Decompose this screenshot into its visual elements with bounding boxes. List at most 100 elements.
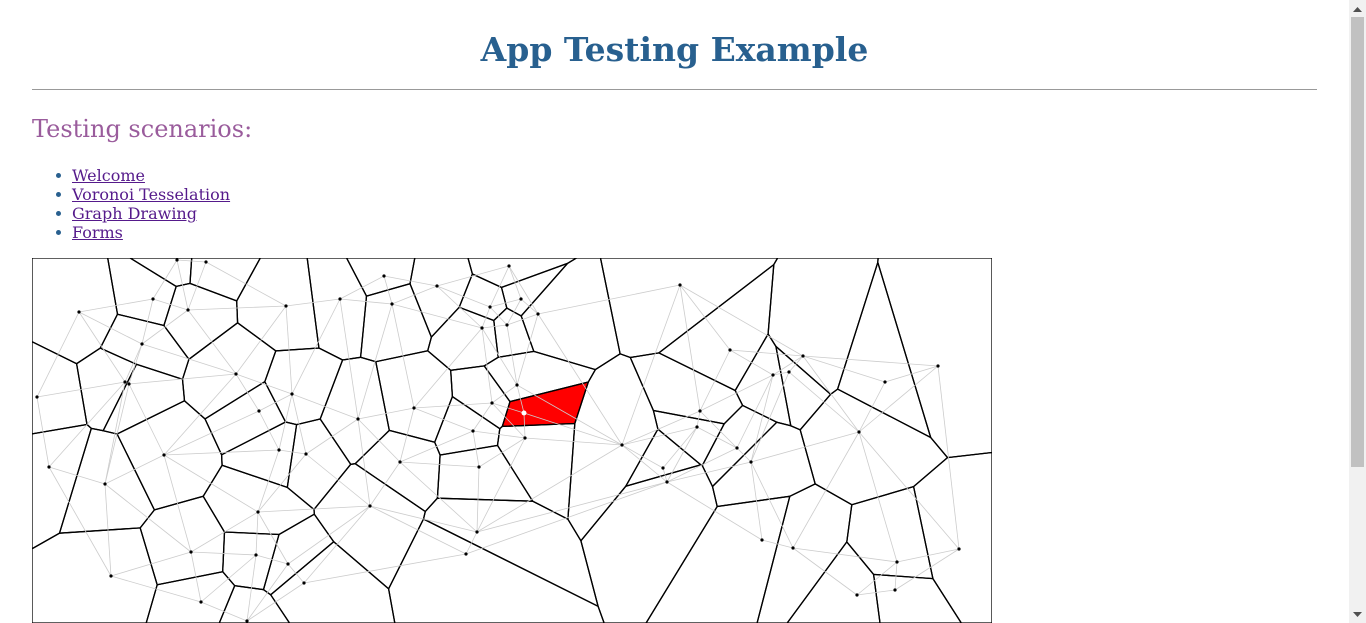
voronoi-cell[interactable] xyxy=(872,573,963,623)
voronoi-cell[interactable] xyxy=(387,518,605,623)
voronoi-site xyxy=(245,619,249,623)
triangulation-link xyxy=(858,431,898,563)
voronoi-site xyxy=(801,354,805,358)
triangulation-link xyxy=(48,381,126,468)
triangulation-link xyxy=(48,466,106,485)
voronoi-site xyxy=(475,530,479,534)
voronoi-site xyxy=(698,409,702,413)
voronoi-cell[interactable] xyxy=(422,497,600,608)
triangulation-link xyxy=(187,305,287,311)
triangulation-link xyxy=(78,311,126,383)
scroll-up-arrow-icon[interactable] xyxy=(1349,0,1366,17)
triangulation-link xyxy=(383,275,393,305)
voronoi-site xyxy=(787,370,791,374)
graph-drawing-link[interactable]: Graph Drawing xyxy=(72,204,197,223)
triangulation-link xyxy=(104,454,165,485)
voronoi-site xyxy=(771,373,775,377)
triangulation-link xyxy=(506,298,522,326)
voronoi-cell[interactable] xyxy=(218,584,291,623)
triangulation-link xyxy=(48,466,112,577)
triangulation-link xyxy=(506,324,518,386)
voronoi-site xyxy=(254,553,258,557)
triangulation-link xyxy=(792,547,858,596)
voronoi-site xyxy=(895,560,899,564)
triangulation-link xyxy=(152,259,178,300)
triangulation-link xyxy=(285,298,341,307)
voronoi-cell[interactable] xyxy=(269,540,396,623)
triangulation-link xyxy=(303,553,467,584)
triangulation-link xyxy=(391,285,438,305)
triangulation-link xyxy=(696,426,738,449)
triangulation-link xyxy=(772,355,804,376)
triangulation-link xyxy=(621,284,681,446)
triangulation-link xyxy=(750,461,763,541)
triangulation-link xyxy=(357,418,371,507)
triangulation-link xyxy=(391,303,483,329)
voronoi-cell[interactable] xyxy=(426,306,499,371)
triangulation-link xyxy=(383,275,438,287)
triangulation-link xyxy=(858,365,939,433)
triangulation-link xyxy=(246,582,305,622)
triangulation-link xyxy=(200,554,257,603)
list-item: Welcome xyxy=(55,166,230,185)
voronoi-cell[interactable] xyxy=(32,527,158,623)
triangulation-link xyxy=(750,371,790,463)
triangulation-link xyxy=(736,447,752,463)
triangulation-link xyxy=(750,431,860,463)
triangulation-link xyxy=(36,311,80,398)
triangulation-link xyxy=(489,298,522,308)
voronoi-site xyxy=(728,348,732,352)
voronoi-site xyxy=(760,538,764,542)
triangulation-link xyxy=(399,430,474,463)
triangulation-link xyxy=(802,355,939,367)
voronoi-site xyxy=(665,480,669,484)
page-title: App Testing Example xyxy=(480,30,869,69)
voronoi-site xyxy=(523,436,527,440)
voronoi-site xyxy=(127,382,131,386)
triangulation-link xyxy=(491,402,525,414)
forms-link[interactable]: Forms xyxy=(72,223,123,242)
scroll-down-arrow-icon[interactable] xyxy=(1349,606,1366,623)
voronoi-site xyxy=(490,401,494,405)
vertical-scrollbar[interactable] xyxy=(1349,0,1366,623)
triangulation-link xyxy=(937,365,960,550)
triangulation-link xyxy=(896,548,960,563)
voronoi-site xyxy=(35,395,39,399)
triangulation-link xyxy=(621,426,698,446)
triangulation-link xyxy=(200,601,248,622)
triangulation-link xyxy=(662,467,668,483)
triangulation-link xyxy=(788,355,804,373)
triangulation-link xyxy=(78,298,154,313)
voronoi-sites xyxy=(35,258,961,623)
triangulation-link xyxy=(729,349,774,376)
triangulation-link xyxy=(413,407,474,432)
triangulation-link xyxy=(491,402,526,439)
triangulation-link xyxy=(339,298,359,420)
welcome-link[interactable]: Welcome xyxy=(72,166,145,185)
title-divider xyxy=(32,89,1317,90)
triangulation-link xyxy=(476,437,526,533)
triangulation-link xyxy=(699,374,774,412)
voronoi-site xyxy=(151,297,155,301)
voronoi-site xyxy=(695,425,699,429)
triangulation-link xyxy=(666,426,698,483)
voronoi-site xyxy=(286,562,290,566)
voronoi-site xyxy=(356,417,360,421)
triangulation-link xyxy=(516,384,623,446)
triangulation-link xyxy=(235,305,287,375)
voronoi-site xyxy=(735,446,739,450)
triangulation-link xyxy=(124,343,143,383)
triangulation-link xyxy=(472,402,493,432)
triangulation-link xyxy=(666,481,763,541)
voronoi-cells[interactable] xyxy=(32,258,992,623)
triangulation-link xyxy=(537,284,681,315)
triangulation-link xyxy=(391,303,415,409)
triangulation-link xyxy=(305,453,371,507)
triangulation-link xyxy=(258,393,293,412)
triangulation-link xyxy=(278,449,307,455)
triangulation-link xyxy=(478,437,526,468)
scrollbar-thumb[interactable] xyxy=(1351,17,1364,467)
voronoi-tesselation-link[interactable]: Voronoi Tesselation xyxy=(72,185,231,204)
voronoi-tesselation-canvas[interactable] xyxy=(32,258,992,623)
triangulation-link xyxy=(257,511,289,565)
